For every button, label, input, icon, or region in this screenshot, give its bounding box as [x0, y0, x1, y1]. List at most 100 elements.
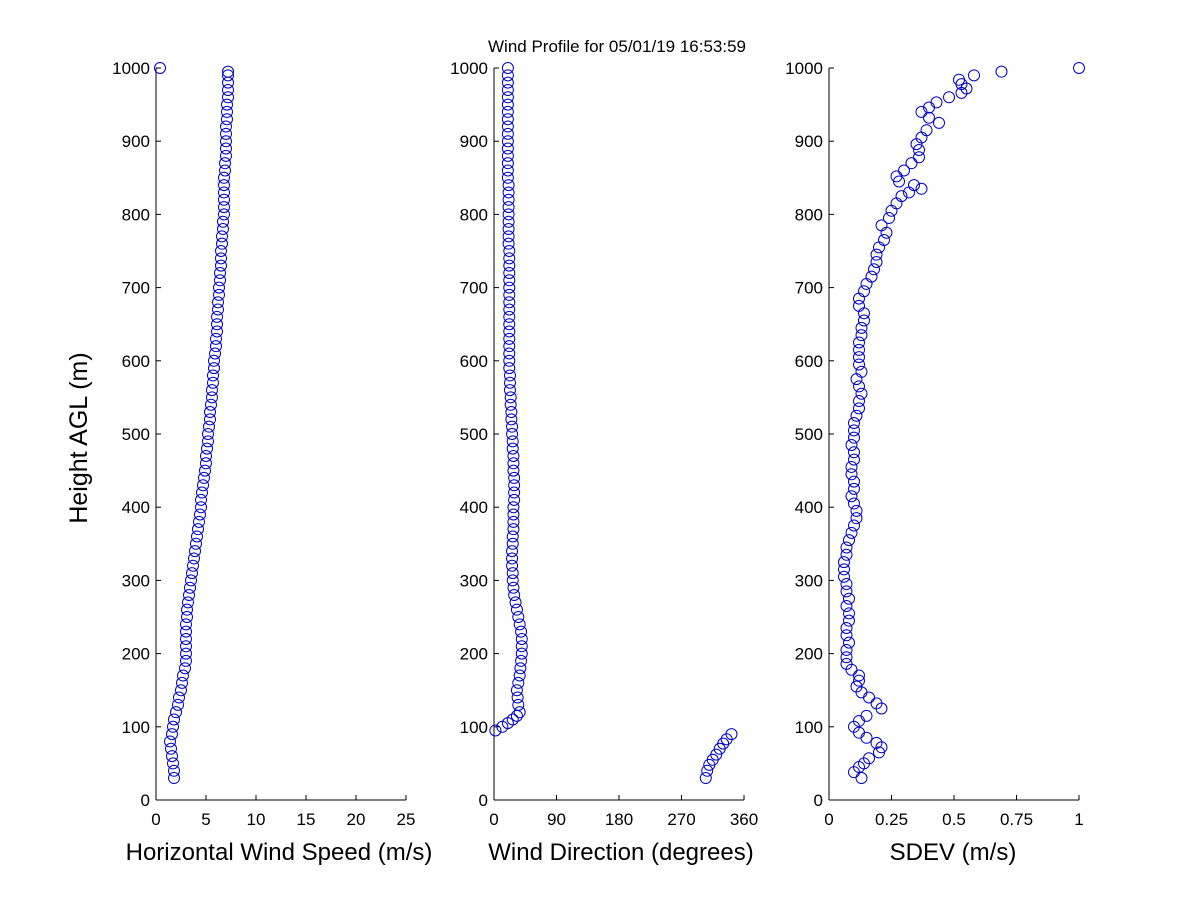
data-point-wind-direction: [507, 464, 520, 477]
data-point-wind-direction: [507, 508, 520, 521]
data-point-wind-speed: [203, 420, 215, 433]
data-point-sdev: [883, 212, 895, 225]
data-point-wind-direction: [510, 684, 523, 697]
data-point-sdev: [843, 614, 855, 627]
data-point-sdev: [908, 179, 920, 192]
x-tick-label: 1: [1074, 810, 1083, 829]
data-point-wind-speed: [197, 479, 209, 492]
data-point-wind-speed: [196, 486, 208, 499]
data-point-wind-speed: [212, 303, 224, 316]
data-point-wind-direction: [510, 603, 523, 616]
data-point-sdev: [858, 285, 870, 298]
data-point-wind-direction: [725, 728, 738, 741]
data-point-wind-speed: [215, 259, 227, 272]
data-point-wind-speed: [213, 288, 225, 301]
data-point-sdev: [853, 674, 865, 687]
data-point-wind-speed: [170, 706, 182, 719]
data-point-sdev: [920, 124, 933, 137]
y-tick-label: 500: [795, 425, 823, 444]
data-point-wind-direction: [507, 515, 520, 528]
data-point-sdev: [848, 446, 860, 459]
data-point-wind-direction: [513, 669, 526, 682]
data-point-sdev: [868, 263, 880, 276]
data-point-wind-direction: [506, 420, 519, 433]
data-point-wind-speed: [220, 135, 232, 148]
data-point-wind-speed: [217, 215, 229, 228]
x-axis-label-wind-direction: Wind Direction (degrees): [488, 839, 753, 866]
data-point-wind-speed: [211, 310, 223, 323]
data-point-sdev: [848, 519, 860, 532]
data-point-wind-direction: [507, 523, 520, 536]
data-point-wind-direction: [506, 567, 519, 580]
data-point-wind-direction: [503, 376, 516, 389]
data-point-wind-speed: [213, 281, 225, 294]
data-point-wind-speed: [220, 120, 232, 133]
data-point-wind-direction: [507, 581, 520, 594]
data-point-wind-speed: [190, 537, 202, 550]
y-tick-label: 500: [460, 425, 488, 444]
data-point-sdev: [845, 438, 858, 451]
data-point-wind-speed: [198, 471, 210, 484]
data-point-wind-speed: [211, 318, 223, 331]
x-tick-label: 0: [489, 810, 498, 829]
data-point-sdev: [915, 105, 928, 118]
data-point-wind-speed: [214, 274, 226, 287]
data-point-sdev: [850, 680, 863, 693]
data-point-sdev: [913, 143, 925, 156]
data-point-wind-direction: [503, 288, 516, 301]
data-point-sdev: [968, 69, 980, 82]
data-point-wind-speed: [180, 618, 192, 631]
data-point-sdev: [848, 475, 860, 488]
y-tick-label: 1000: [112, 59, 150, 78]
data-point-sdev: [860, 709, 873, 722]
data-point-sdev: [995, 65, 1008, 78]
data-point-wind-speed: [191, 530, 203, 543]
data-point-wind-direction: [508, 486, 521, 499]
data-point-wind-direction: [501, 171, 514, 184]
x-axis-label-wind-speed: Horizontal Wind Speed (m/s): [126, 839, 433, 866]
data-point-wind-speed: [177, 669, 189, 682]
y-tick-label: 800: [795, 205, 823, 224]
data-point-sdev: [855, 387, 868, 400]
data-point-wind-direction: [503, 340, 516, 353]
data-point-sdev: [943, 91, 955, 104]
data-point-wind-speed: [216, 237, 228, 250]
data-point-wind-speed: [200, 449, 212, 462]
data-point-wind-direction: [515, 632, 528, 645]
data-point-wind-direction: [502, 201, 515, 214]
data-point-wind-speed: [205, 398, 217, 411]
data-point-wind-direction: [503, 245, 516, 257]
data-point-sdev: [865, 270, 878, 283]
data-point-wind-speed: [164, 735, 176, 748]
data-point-sdev: [870, 697, 883, 710]
data-point-wind-speed: [222, 83, 234, 96]
data-point-sdev: [873, 241, 885, 254]
y-tick-label: 200: [795, 645, 823, 664]
data-point-wind-direction: [506, 713, 519, 726]
data-point-wind-speed: [172, 698, 184, 711]
data-point-sdev: [848, 431, 860, 444]
data-point-wind-speed: [218, 179, 230, 192]
data-point-sdev: [890, 197, 903, 210]
data-point-wind-speed: [219, 164, 231, 177]
data-point-wind-speed: [180, 654, 192, 667]
y-tick-label: 900: [122, 132, 150, 151]
y-tick-label: 600: [460, 352, 488, 371]
y-tick-label: 200: [460, 645, 488, 664]
y-tick-label: 100: [122, 718, 150, 737]
data-point-wind-direction: [506, 435, 519, 448]
data-point-wind-direction: [502, 215, 515, 228]
data-point-sdev: [855, 365, 868, 378]
data-point-sdev: [840, 585, 853, 598]
x-tick-label: 25: [397, 810, 416, 829]
data-point-wind-speed: [215, 252, 227, 265]
data-point-sdev: [845, 460, 858, 473]
data-point-wind-direction: [502, 208, 515, 221]
data-point-wind-speed: [208, 362, 220, 375]
data-point-wind-direction: [503, 252, 516, 265]
data-point-wind-direction: [501, 149, 514, 162]
y-tick-label: 700: [795, 279, 823, 298]
y-tick-label: 800: [122, 205, 150, 224]
data-point-wind-direction: [501, 69, 514, 82]
data-point-sdev: [870, 248, 883, 261]
